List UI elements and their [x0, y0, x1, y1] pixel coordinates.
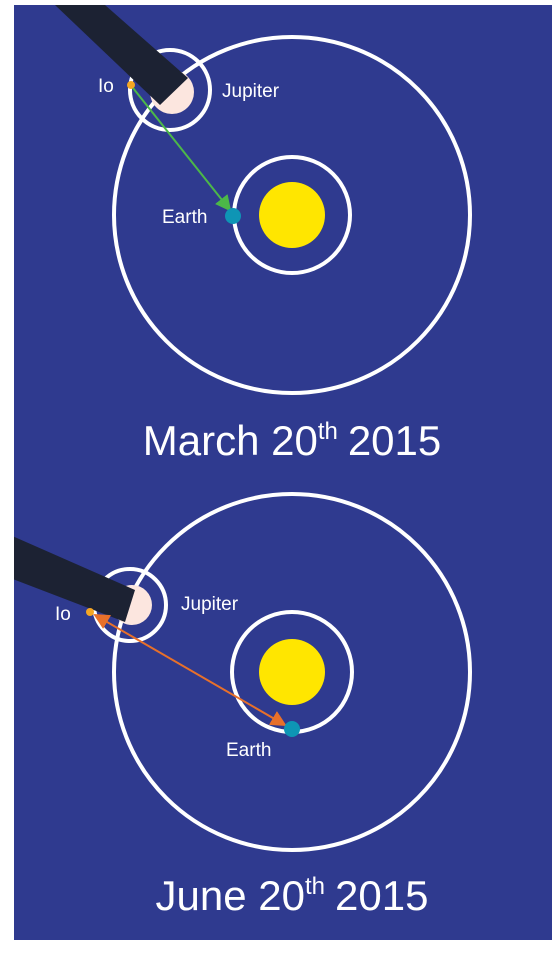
background — [14, 5, 552, 940]
date: March 20th 2015 — [143, 417, 442, 464]
date-year: 2015 — [348, 417, 441, 464]
sun — [259, 182, 325, 248]
page: Io Jupiter Earth March 20th2015 Io Jupit… — [0, 0, 552, 953]
diagram: Io Jupiter Earth March 20th2015 Io Jupit… — [0, 0, 552, 953]
date: June 20th 2015 — [156, 872, 429, 919]
date-year: 2015 — [335, 872, 428, 919]
earth — [284, 721, 300, 737]
date-sup: th — [318, 418, 338, 445]
date-text: June 20 — [156, 872, 305, 919]
earth-label: Earth — [226, 740, 271, 761]
sun — [259, 639, 325, 705]
io-label: Io — [98, 76, 114, 97]
date-sup: th — [305, 873, 325, 900]
jupiter-label: Jupiter — [222, 81, 280, 102]
io-label: Io — [55, 604, 71, 625]
earth — [225, 208, 241, 224]
date-text: March 20 — [143, 417, 318, 464]
earth-label: Earth — [162, 207, 207, 228]
io — [86, 608, 94, 616]
jupiter-label: Jupiter — [181, 594, 239, 615]
